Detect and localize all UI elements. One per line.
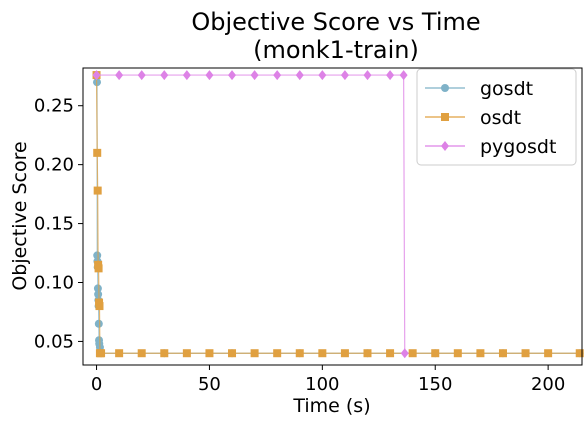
osdt-point [93, 186, 102, 195]
osdt-point [575, 349, 584, 358]
y-tick-label: 0.25 [34, 96, 74, 117]
gosdt-point [93, 284, 102, 293]
osdt-point [228, 349, 237, 358]
y-tick-label: 0.15 [34, 214, 74, 235]
pygosdt-line [96, 74, 406, 354]
osdt-point [408, 349, 417, 358]
legend: gosdt osdt pygosdt [416, 68, 577, 166]
x-axis-label: Time (s) [292, 395, 370, 417]
y-tick-label: 0.20 [34, 155, 74, 176]
y-axis-label: Objective Score [9, 141, 31, 290]
series-pygosdt [92, 70, 409, 359]
pygosdt-point [160, 70, 169, 81]
legend-label: osdt [480, 107, 521, 129]
osdt-point [521, 349, 530, 358]
chart-title-line-2: (monk1-train) [253, 36, 419, 64]
osdt-point [205, 349, 214, 358]
legend-label: pygosdt [480, 136, 556, 158]
osdt-point [115, 349, 124, 358]
osdt-point [318, 349, 327, 358]
legend-box [416, 68, 577, 166]
legend-label: gosdt [480, 78, 533, 100]
series-osdt [92, 71, 584, 358]
osdt-point [95, 302, 104, 311]
osdt-point [363, 349, 372, 358]
x-tick-label: 150 [418, 374, 452, 395]
legend-entry-pygosdt: pygosdt [425, 136, 556, 158]
osdt-point [295, 349, 304, 358]
osdt-point [498, 349, 507, 358]
osdt-point [453, 349, 462, 358]
pygosdt-point [228, 70, 237, 81]
gosdt-point [94, 319, 103, 328]
x-axis-ticks: 0 50 100 150 200 [91, 365, 565, 395]
x-tick-label: 200 [531, 374, 565, 395]
pygosdt-point [273, 70, 282, 81]
osdt-point [386, 349, 395, 358]
x-tick-label: 50 [198, 374, 221, 395]
plot-frame [82, 67, 583, 366]
pygosdt-point [400, 348, 409, 359]
pygosdt-point [295, 70, 304, 81]
osdt-point [273, 349, 282, 358]
x-tick-label: 100 [305, 374, 339, 395]
osdt-point [93, 148, 102, 157]
pygosdt-point [137, 70, 146, 81]
pygosdt-point [115, 70, 124, 81]
pygosdt-point [250, 70, 259, 81]
legend-entry-osdt: osdt [425, 107, 521, 129]
osdt-point [431, 349, 440, 358]
pygosdt-point [386, 70, 395, 81]
osdt-point [94, 264, 103, 273]
legend-marker [441, 141, 449, 151]
osdt-point [250, 349, 259, 358]
osdt-point [182, 349, 191, 358]
legend-marker [441, 84, 449, 92]
y-axis-ticks: 0.05 0.10 0.15 0.20 0.25 [34, 96, 83, 352]
legend-entry-gosdt: gosdt [425, 78, 533, 100]
osdt-point [476, 349, 485, 358]
y-tick-label: 0.10 [34, 273, 74, 294]
osdt-point [137, 349, 146, 358]
osdt-point [544, 349, 553, 358]
x-tick-label: 0 [91, 374, 102, 395]
pygosdt-point [92, 70, 101, 81]
pygosdt-point [205, 70, 214, 81]
axes-layer [82, 67, 583, 366]
chart-title-line-1: Objective Score vs Time [191, 8, 480, 36]
y-tick-label: 0.05 [34, 331, 74, 352]
osdt-point [160, 349, 169, 358]
osdt-point [97, 349, 106, 358]
gosdt-point [93, 251, 102, 260]
pygosdt-point [182, 70, 191, 81]
pygosdt-point [399, 70, 408, 81]
osdt-point [340, 349, 349, 358]
gosdt-point [94, 290, 103, 299]
pygosdt-point [318, 70, 327, 81]
pygosdt-point [363, 70, 372, 81]
legend-marker [441, 113, 449, 121]
pygosdt-point [340, 70, 349, 81]
